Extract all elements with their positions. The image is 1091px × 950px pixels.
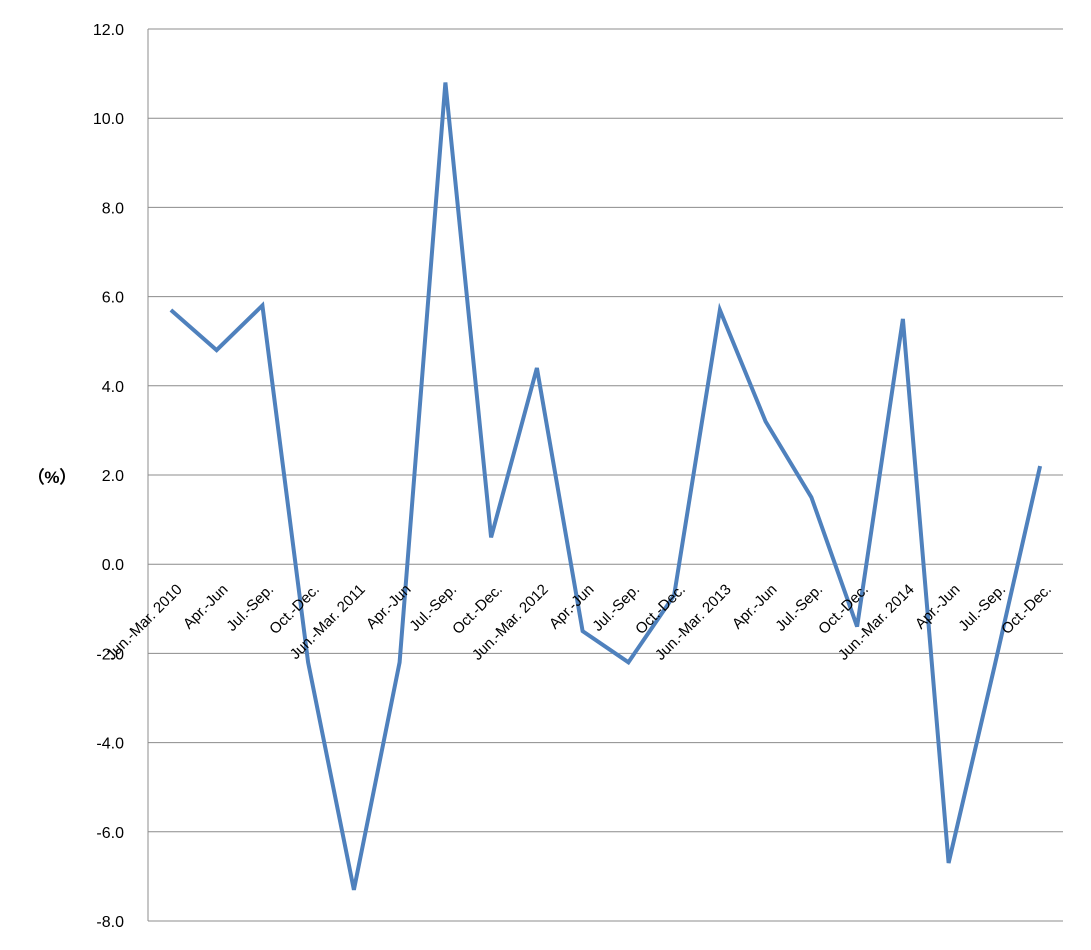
y-tick-label: 6.0 xyxy=(102,290,124,307)
y-tick-label: -2.0 xyxy=(96,646,124,663)
y-tick-label: 0.0 xyxy=(102,557,124,574)
x-tick-label: Apr.-Jun xyxy=(912,581,964,633)
series-line xyxy=(169,82,1043,891)
x-tick-label: Apr.-Jun xyxy=(729,581,781,633)
y-tick-label: -6.0 xyxy=(96,825,124,842)
x-tick-label: Apr.-Jun xyxy=(180,581,232,633)
y-tick-label: 10.0 xyxy=(93,111,124,128)
y-tick-label: -8.0 xyxy=(96,914,124,931)
y-tick-label: 8.0 xyxy=(102,200,124,217)
y-tick-label: -4.0 xyxy=(96,736,124,753)
x-tick-label: Jun.-Mar. 2010 xyxy=(103,581,186,664)
y-tick-labels: 12.0 10.0 8.0 6.0 4.0 2.0 0.0 -2.0 -4.0 -6.0 -8.0 xyxy=(93,22,124,931)
y-tick-label: 12.0 xyxy=(93,22,124,39)
y-tick-label: 4.0 xyxy=(102,379,124,396)
y-axis-title: （%） xyxy=(27,467,76,487)
data-points xyxy=(169,81,1042,892)
x-tick-labels: Jun.-Mar. 2010Apr.-JunJul.-Sep.Oct.-Dec.… xyxy=(103,581,1055,664)
y-tick-label: 2.0 xyxy=(102,468,124,485)
x-tick-label: Apr.-Jun xyxy=(363,581,415,633)
x-tick-label: Apr.-Jun xyxy=(546,581,598,633)
gridlines xyxy=(148,28,1063,922)
